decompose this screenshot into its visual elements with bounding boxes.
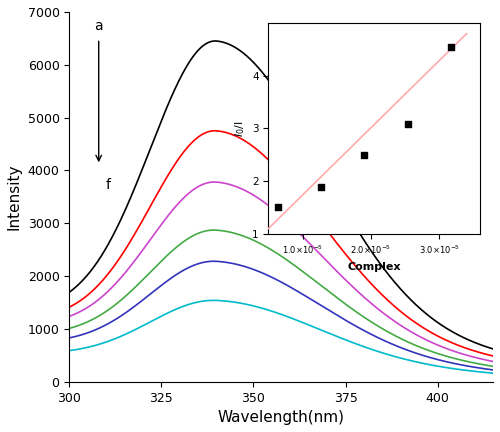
Text: f: f [106,178,111,192]
Text: a: a [94,19,103,33]
Y-axis label: Intensity: Intensity [7,164,22,230]
X-axis label: Wavelength(nm): Wavelength(nm) [218,410,344,425]
